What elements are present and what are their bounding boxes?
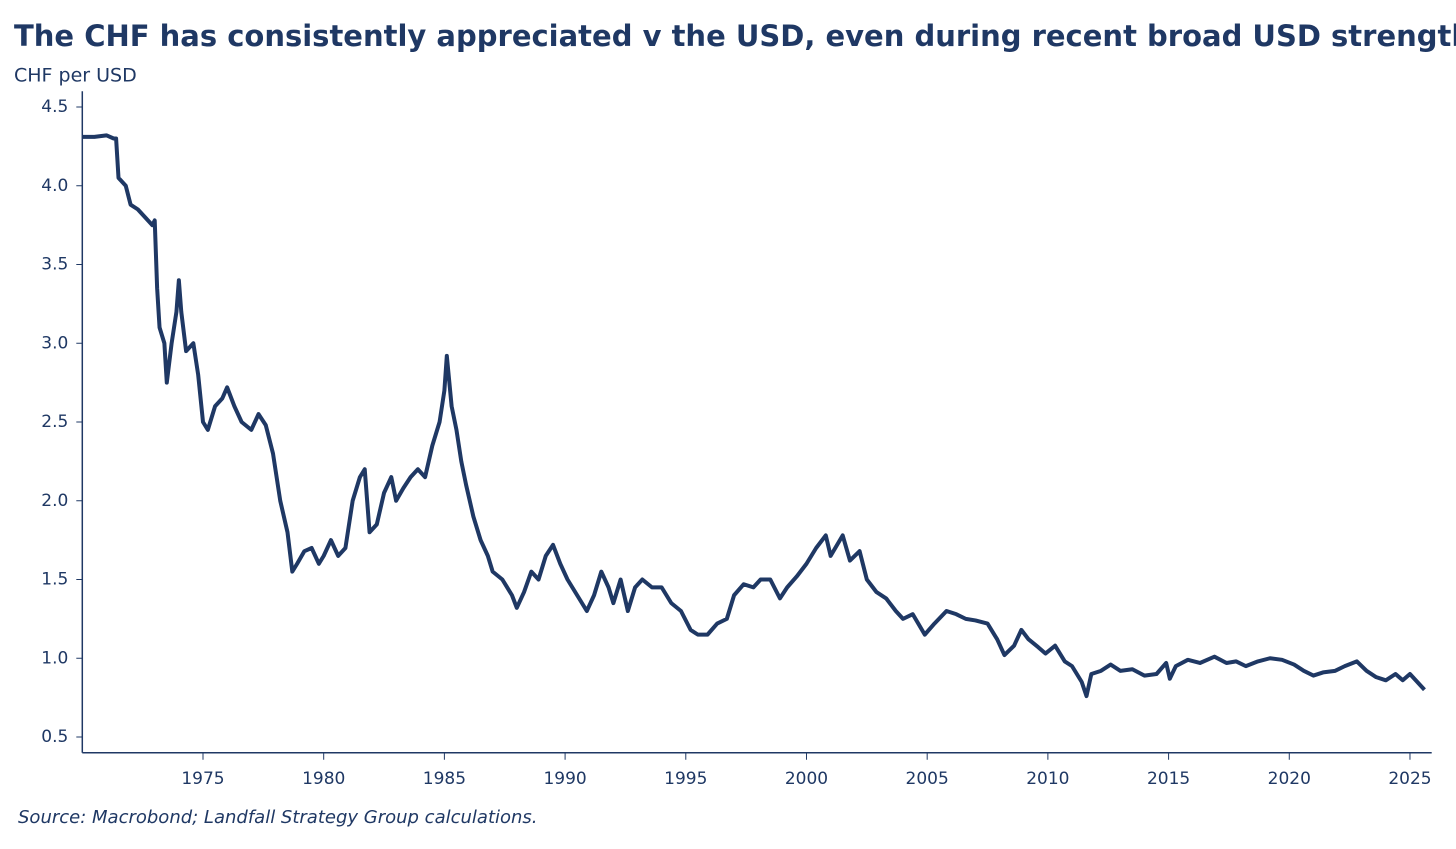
x-tick-label: 2015: [1147, 769, 1190, 789]
y-tick-label: 4.5: [41, 97, 68, 117]
x-tick-label: 2020: [1268, 769, 1311, 789]
x-tick-label: 1995: [664, 769, 707, 789]
x-tick-label: 2005: [906, 769, 949, 789]
y-axis-label: CHF per USD: [14, 65, 137, 87]
y-tick-label: 4.0: [41, 176, 68, 196]
x-tick-label: 1975: [181, 769, 224, 789]
y-tick-label: 1.0: [41, 648, 68, 668]
x-tick-label: 2010: [1026, 769, 1069, 789]
y-tick-label: 2.5: [41, 412, 68, 432]
x-tick-label: 1980: [302, 769, 345, 789]
y-tick-label: 3.0: [41, 333, 68, 353]
price-line: [82, 133, 1426, 699]
source-note: Source: Macrobond; Landfall Strategy Gro…: [18, 807, 538, 828]
x-tick-label: 1990: [543, 769, 586, 789]
chart-title: The CHF has consistently appreciated v t…: [14, 19, 1456, 53]
x-tick-label: 1985: [423, 769, 466, 789]
y-tick-label: 2.0: [41, 491, 68, 511]
y-tick-label: 3.5: [41, 255, 68, 275]
y-tick-label: 1.5: [41, 570, 68, 590]
y-tick-label: 0.5: [41, 727, 68, 747]
x-tick-label: 2025: [1388, 769, 1431, 789]
x-tick-label: 2000: [785, 769, 828, 789]
